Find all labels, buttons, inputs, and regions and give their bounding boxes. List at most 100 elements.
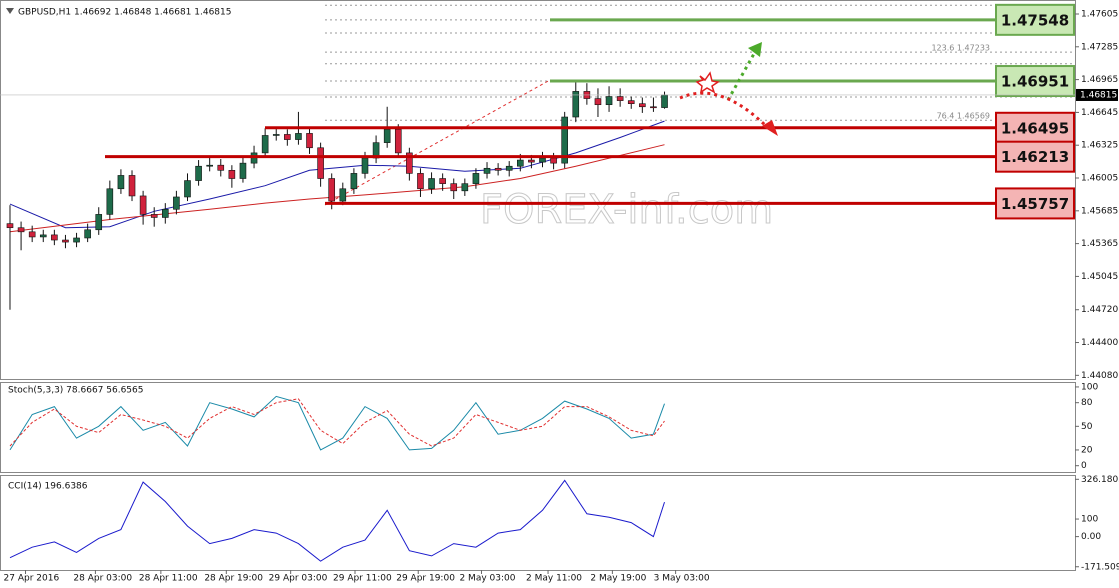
level-box bbox=[995, 65, 1075, 98]
x-tick-label: 28 Apr 03:00 bbox=[73, 574, 132, 584]
stoch-panel bbox=[0, 382, 1076, 473]
y-tick-label: 50 bbox=[1081, 422, 1093, 432]
candle-body bbox=[328, 178, 336, 202]
candle-body bbox=[450, 183, 458, 192]
candle-body bbox=[217, 164, 225, 171]
candle-body bbox=[639, 103, 646, 108]
y-tick-label: 1.45365 bbox=[1081, 239, 1118, 249]
level-box bbox=[995, 140, 1075, 173]
candle-body bbox=[84, 229, 91, 239]
candle-body bbox=[150, 214, 158, 218]
menu-icon bbox=[6, 8, 14, 14]
candle-body bbox=[406, 152, 413, 174]
level-label: 1.46951 bbox=[1001, 73, 1069, 91]
candle-body bbox=[627, 100, 635, 104]
candle-body bbox=[106, 188, 114, 215]
candle-body bbox=[62, 239, 69, 243]
candle-body bbox=[394, 129, 402, 154]
candle-body bbox=[139, 195, 147, 215]
x-tick-label: 3 May 03:00 bbox=[654, 574, 710, 584]
candle-body bbox=[616, 96, 624, 101]
y-tick-label: 80 bbox=[1081, 398, 1093, 408]
candle-body bbox=[239, 162, 247, 179]
candle-body bbox=[161, 208, 169, 218]
candle-body bbox=[195, 165, 202, 181]
main-panel bbox=[0, 0, 1076, 380]
candle-body bbox=[261, 135, 269, 154]
candle-body bbox=[339, 188, 347, 202]
candle-body bbox=[228, 170, 236, 179]
candle-body bbox=[428, 178, 435, 190]
y-tick-label: 326.1803 bbox=[1081, 475, 1119, 485]
candle-body bbox=[483, 167, 491, 174]
candle-body bbox=[572, 91, 580, 118]
candle-body bbox=[561, 116, 568, 164]
candle-body bbox=[284, 134, 291, 140]
x-tick-label: 28 Apr 19:00 bbox=[204, 574, 263, 584]
x-tick-label: 27 Apr 2016 bbox=[4, 574, 60, 584]
candle-body bbox=[39, 234, 47, 238]
candle-body bbox=[505, 165, 513, 171]
current-price-label: 1.46815 bbox=[1080, 90, 1117, 100]
candle-body bbox=[317, 147, 324, 179]
watermark: FOREX-inf.com bbox=[480, 187, 773, 233]
level-box bbox=[995, 3, 1075, 36]
candle-body bbox=[184, 180, 191, 198]
y-tick-label: -171.5095 bbox=[1081, 562, 1119, 572]
candle-body bbox=[206, 164, 213, 167]
up-arrowhead bbox=[748, 42, 762, 57]
candle-body bbox=[51, 234, 58, 241]
fib-label: 123.6 1.47233 bbox=[931, 44, 990, 53]
candle-body bbox=[661, 94, 668, 108]
candle-body bbox=[417, 173, 424, 190]
y-tick-label: 0.00 bbox=[1081, 532, 1101, 542]
indicator-line bbox=[9, 144, 665, 233]
y-tick-label: 1.45685 bbox=[1081, 206, 1118, 216]
cci-panel bbox=[0, 475, 1076, 571]
candle-body bbox=[73, 237, 80, 243]
y-tick-label: 100 bbox=[1081, 382, 1098, 392]
level-label: 1.46213 bbox=[1001, 148, 1069, 166]
candle-body bbox=[439, 178, 446, 184]
candle-body bbox=[605, 96, 613, 106]
stoch-title: Stoch(5,3,3) 78.6667 56.6565 bbox=[8, 386, 143, 396]
candle-body bbox=[17, 227, 25, 233]
candle-body bbox=[117, 175, 125, 190]
candle-body bbox=[295, 133, 302, 140]
up-arrow bbox=[726, 51, 757, 101]
fib-label: 76.4 1.46569 bbox=[937, 112, 990, 121]
y-tick-label: 100 bbox=[1081, 515, 1098, 525]
down-arrowhead bbox=[762, 120, 778, 136]
candle-body bbox=[383, 129, 391, 143]
y-tick-label: 1.47285 bbox=[1081, 42, 1118, 52]
down-arrow bbox=[679, 91, 770, 130]
candle-body bbox=[173, 196, 180, 210]
y-tick-label: 1.46325 bbox=[1081, 141, 1118, 151]
candle-body bbox=[272, 134, 280, 136]
candle-body bbox=[128, 175, 136, 197]
candle-body bbox=[95, 214, 103, 231]
candle-body bbox=[361, 157, 369, 174]
current-price-box bbox=[1076, 88, 1118, 101]
star-icon bbox=[695, 71, 720, 94]
y-tick-label: 1.44720 bbox=[1081, 305, 1118, 315]
x-tick-label: 29 Apr 11:00 bbox=[333, 574, 392, 584]
candle-body bbox=[494, 167, 502, 171]
y-tick-label: 1.45045 bbox=[1081, 272, 1118, 282]
level-label: 1.45757 bbox=[1001, 195, 1069, 213]
indicator-line bbox=[9, 479, 665, 562]
level-label: 1.47548 bbox=[1001, 11, 1069, 29]
candle-body bbox=[306, 133, 313, 149]
y-tick-label: 1.44080 bbox=[1081, 371, 1118, 381]
x-tick-label: 29 Apr 19:00 bbox=[396, 574, 455, 584]
indicator-line bbox=[9, 395, 665, 451]
candle-body bbox=[650, 106, 657, 109]
candle-body bbox=[594, 98, 602, 106]
candle-body bbox=[550, 157, 557, 164]
candle-body bbox=[539, 157, 546, 163]
x-tick-label: 28 Apr 11:00 bbox=[139, 574, 198, 584]
x-tick-label: 2 May 11:00 bbox=[526, 574, 582, 584]
level-box bbox=[995, 187, 1075, 220]
